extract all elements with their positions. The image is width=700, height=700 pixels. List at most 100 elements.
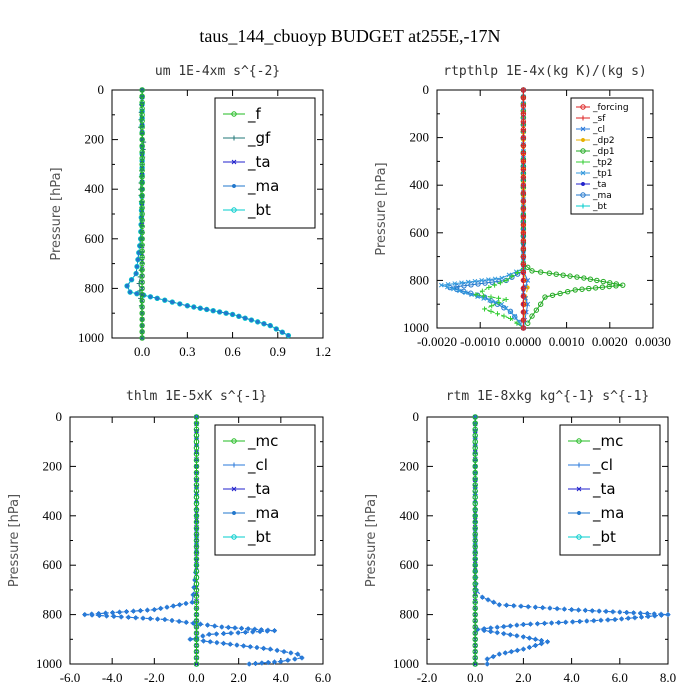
cl-marker: [491, 599, 497, 605]
f-marker: [139, 260, 145, 267]
mc-marker: [193, 562, 200, 568]
f-marker: [139, 236, 145, 242]
cl-marker: [110, 610, 116, 616]
mc-marker: [472, 500, 478, 507]
tp1-marker: [469, 292, 474, 298]
f-marker: [139, 118, 145, 124]
ta-marker: [576, 486, 582, 492]
legend-label-f: _f: [247, 105, 262, 124]
bt-marker: [242, 315, 248, 321]
x-tick-label: 0.0: [188, 670, 204, 685]
tp2-marker: [488, 308, 494, 314]
cl-marker: [484, 656, 490, 662]
f-marker: [139, 112, 145, 118]
panel-3: thlm 1E-5xK s^{-1} Pressure [hPa] 0 200 400 6…: [7, 389, 331, 685]
f-marker: [139, 267, 145, 273]
forcing-marker: [520, 142, 527, 149]
ma-marker: [489, 279, 495, 285]
cl-marker: [545, 639, 550, 645]
dp1-marker: [572, 287, 578, 293]
legend-label-ta: _ta: [592, 180, 607, 190]
x-tick-label: 1.2: [315, 344, 331, 359]
f-marker: [139, 105, 145, 112]
legend-label-ma: _ma: [247, 177, 279, 196]
mc-marker: [472, 426, 478, 433]
forcing-marker: [520, 293, 527, 299]
f-marker: [139, 93, 145, 99]
ta-marker: [580, 181, 586, 187]
ma-marker: [274, 326, 279, 331]
tp2-marker: [492, 282, 498, 288]
legend-label-sf: _sf: [592, 114, 606, 124]
x-tick-label: 0.0: [134, 344, 150, 359]
cl-marker: [523, 283, 528, 289]
x-tick-label: 8.0: [660, 670, 676, 685]
forcing-marker: [520, 309, 527, 315]
cl-marker: [214, 640, 220, 646]
bt-marker: [147, 294, 154, 300]
bt-marker: [273, 326, 279, 332]
forcing-marker: [520, 134, 527, 141]
tp2-marker: [496, 300, 502, 306]
x-tick-label: -0.0010: [460, 334, 500, 349]
mc-marker: [472, 469, 478, 476]
bt-marker: [267, 322, 273, 329]
x-tick-label: 0.0000: [506, 334, 542, 349]
cl-marker: [170, 603, 176, 609]
cl-marker: [267, 646, 273, 652]
tp2-marker: [482, 306, 488, 312]
cl-marker: [605, 617, 611, 623]
dp1-marker: [580, 148, 586, 154]
y-tick-label: 0: [56, 409, 63, 424]
tp2-marker: [497, 280, 503, 286]
y-tick-label: 400: [85, 181, 105, 196]
f-marker: [139, 180, 145, 186]
f-marker: [139, 335, 145, 341]
x-tick-label: 0.0010: [549, 334, 585, 349]
mc-marker: [472, 463, 478, 470]
cl-marker: [187, 636, 193, 642]
legend-label-ta: _ta: [592, 480, 616, 499]
x-tick-label: -0.0020: [417, 334, 457, 349]
dp1-marker: [546, 270, 553, 276]
legend-label-forcing: _forcing: [592, 103, 629, 113]
mc-marker: [472, 648, 478, 655]
mc-marker: [472, 451, 478, 457]
forcing-marker: [520, 261, 527, 268]
bt-marker: [162, 297, 168, 303]
mc-marker: [193, 414, 200, 420]
forcing-marker: [520, 95, 527, 101]
cl-marker: [534, 621, 540, 627]
forcing-marker: [520, 214, 527, 220]
ma-marker: [243, 316, 248, 321]
f-marker: [139, 298, 145, 304]
cl-marker: [147, 616, 153, 622]
series-forcing: [520, 87, 527, 331]
cl-marker: [245, 626, 251, 632]
mc-marker: [193, 476, 200, 482]
bt-marker: [177, 301, 183, 307]
mc-marker: [472, 624, 478, 630]
tp2-marker: [479, 288, 485, 294]
mc-marker: [472, 543, 478, 550]
forcing-marker: [520, 238, 527, 244]
mc-marker: [231, 438, 237, 444]
forcing-marker: [520, 230, 527, 236]
dp1-marker: [557, 290, 563, 297]
ma-marker: [231, 510, 237, 516]
mc-marker: [193, 426, 200, 433]
ma-marker: [236, 314, 241, 319]
tp1-marker: [499, 275, 505, 281]
tp1-marker: [492, 276, 498, 282]
cl-marker: [637, 610, 643, 616]
tp2-marker: [486, 285, 492, 291]
f-marker: [139, 124, 145, 130]
cl-marker: [272, 628, 278, 634]
f-marker: [139, 223, 145, 230]
y-tick-label: 800: [410, 272, 430, 287]
y-tick-label: 0: [423, 82, 430, 97]
y-tick-label: 0: [98, 82, 105, 97]
cl-marker: [213, 631, 219, 637]
legend-label-ma: _ma: [592, 504, 624, 523]
